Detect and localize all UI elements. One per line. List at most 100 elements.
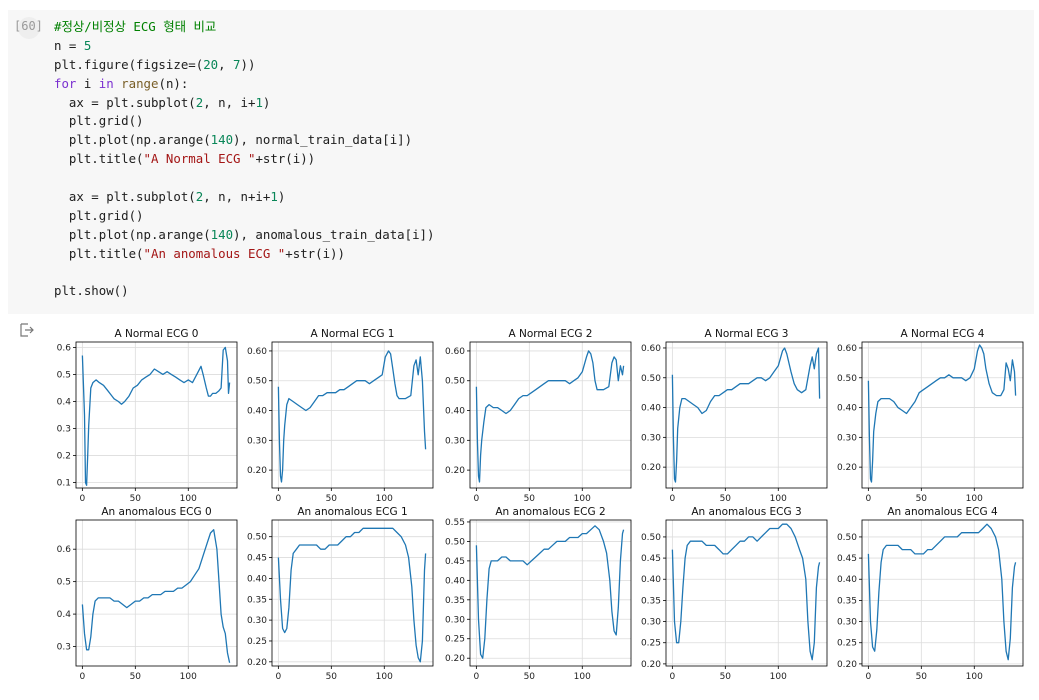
code-token: 1 <box>255 94 263 110</box>
plot-area <box>862 520 1023 666</box>
y-tick-label: 0.50 <box>641 374 661 384</box>
code-token: plt.figure(figsize=( <box>54 56 204 72</box>
code-line: #정상/비정상 ECG 형태 비교 <box>54 18 434 37</box>
y-tick-label: 0.1 <box>57 479 71 489</box>
x-tick-label: 0 <box>669 672 675 682</box>
code-line: plt.title("An anomalous ECG "+str(i)) <box>54 245 434 264</box>
code-line: plt.title("A Normal ECG "+str(i)) <box>54 150 434 169</box>
subplot-title: An anomalous ECG 4 <box>887 506 998 518</box>
execution-count: [60] <box>14 19 43 33</box>
y-tick-label: 0.5 <box>57 578 71 588</box>
code-line: plt.plot(np.arange(140), anomalous_train… <box>54 226 435 245</box>
y-tick-label: 0.60 <box>247 347 267 357</box>
code-line: n = 5 <box>54 37 434 56</box>
x-tick-label: 100 <box>770 494 787 504</box>
x-tick-label: 0 <box>669 494 675 504</box>
x-tick-label: 50 <box>916 672 928 682</box>
subplot-title: A Normal ECG 4 <box>901 328 985 340</box>
code-token: range <box>121 75 159 91</box>
y-tick-label: 0.50 <box>247 377 267 387</box>
x-tick-label: 50 <box>326 494 338 504</box>
y-tick-label: 0.45 <box>247 554 267 564</box>
code-token: ), anomalous_train_data[i]) <box>233 226 435 242</box>
axes-frame <box>861 519 1024 667</box>
series-line <box>867 523 1017 661</box>
code-token: plt.title( <box>54 151 144 167</box>
y-tick-label: 0.60 <box>837 344 857 354</box>
y-tick-label: 0.50 <box>641 533 661 543</box>
x-tick-label: 100 <box>574 494 591 504</box>
x-tick-label: 50 <box>916 494 928 504</box>
code-token: 1 <box>270 189 278 205</box>
x-tick-label: 0 <box>865 672 871 682</box>
y-tick-label: 0.50 <box>445 537 465 547</box>
y-tick-label: 0.50 <box>837 374 857 384</box>
y-tick-label: 0.30 <box>641 618 661 628</box>
y-tick-label: 0.25 <box>641 639 661 649</box>
y-tick-label: 0.50 <box>837 533 857 543</box>
subplot-anomalous-1: 0 50 100 0.20 0.25 0.30 0.35 0.40 0.45 0.50 An ano… <box>247 506 434 682</box>
axes-frame <box>271 519 434 667</box>
code-editor[interactable]: #정상/비정상 ECG 형태 비교 n = 5 plt.figure(figsize… <box>54 18 434 301</box>
y-tick-label: 0.20 <box>247 658 267 668</box>
code-line: plt.grid() <box>54 207 434 226</box>
code-token: , n, n+i+ <box>203 189 271 205</box>
y-tick-label: 0.30 <box>247 616 267 626</box>
axes-frame <box>469 341 632 489</box>
x-tick-label: 50 <box>524 494 536 504</box>
code-token: ) <box>277 189 286 205</box>
series-line <box>475 350 625 483</box>
x-tick-label: 50 <box>524 672 536 682</box>
code-line <box>54 264 434 283</box>
code-cell[interactable]: [60] #정상/비정상 ECG 형태 비교 n = 5 plt.figure(fi… <box>8 10 1034 314</box>
code-token: 140 <box>210 132 234 148</box>
output-arrow-icon[interactable] <box>20 323 34 337</box>
y-tick-label: 0.45 <box>445 557 465 567</box>
code-token: ax = plt.subplot( <box>54 94 196 110</box>
subplot-title: An anomalous ECG 3 <box>691 506 801 518</box>
code-line: plt.show() <box>54 282 434 301</box>
y-tick-label: 0.4 <box>57 610 72 620</box>
y-tick-label: 0.20 <box>445 654 465 664</box>
x-tick-label: 50 <box>720 494 732 504</box>
subplot-normal-4: 0 50 100 0.20 0.30 0.40 0.50 0.60 A Normal ECG 4 <box>837 328 1024 504</box>
plot-area <box>272 342 433 488</box>
axes-frame <box>75 519 238 667</box>
y-tick-label: 0.20 <box>641 660 661 670</box>
code-token: 2 <box>195 94 204 110</box>
code-token: +str(i)) <box>255 151 316 167</box>
series-line <box>867 344 1017 483</box>
code-token: plt.grid() <box>54 113 144 129</box>
x-tick-label: 100 <box>180 494 197 504</box>
code-token: n = <box>54 37 84 53</box>
x-tick-label: 0 <box>473 672 479 682</box>
subplot-title: An anomalous ECG 1 <box>297 506 407 518</box>
subplot-normal-2: 0 50 100 0.20 0.30 0.40 0.50 0.60 A Normal ECG 2 <box>445 328 632 504</box>
y-tick-label: 0.40 <box>445 576 465 586</box>
subplot-title: A Normal ECG 3 <box>705 328 789 340</box>
ecg-figure: 0 50 100 0.1 0.2 0.3 0.4 0.5 0.6 A Normal ECG 0 0 5… <box>57 328 1024 682</box>
y-tick-label: 0.20 <box>837 660 857 670</box>
code-line: plt.grid() <box>54 112 434 131</box>
subplot-normal-0: 0 50 100 0.1 0.2 0.3 0.4 0.5 0.6 A Normal ECG 0 <box>57 328 238 504</box>
x-tick-label: 100 <box>180 672 197 682</box>
code-token: (n): <box>158 75 189 91</box>
plot-area <box>470 520 631 666</box>
x-tick-label: 0 <box>473 494 479 504</box>
y-tick-label: 0.50 <box>247 533 267 543</box>
code-line: plt.plot(np.arange(140), normal_train_da… <box>54 131 434 150</box>
subplot-anomalous-2: 0 50 100 0.20 0.25 0.30 0.35 0.40 0.45 0.50 0.55 An… <box>445 506 632 682</box>
series-line <box>671 347 821 483</box>
x-tick-label: 100 <box>770 672 787 682</box>
y-tick-label: 0.35 <box>837 596 857 606</box>
series-line <box>277 527 427 663</box>
y-tick-label: 0.6 <box>57 545 72 555</box>
subplot-anomalous-3: 0 50 100 0.20 0.25 0.30 0.35 0.40 0.45 0.50 An ano… <box>641 506 828 682</box>
y-tick-label: 0.45 <box>837 554 857 564</box>
series-line <box>671 523 821 661</box>
code-token: ), normal_train_data[i]) <box>233 132 413 148</box>
code-token: in <box>98 75 114 91</box>
code-token: "An anomalous ECG " <box>143 245 286 261</box>
series-line <box>475 525 625 659</box>
run-cell-button[interactable] <box>18 17 40 39</box>
